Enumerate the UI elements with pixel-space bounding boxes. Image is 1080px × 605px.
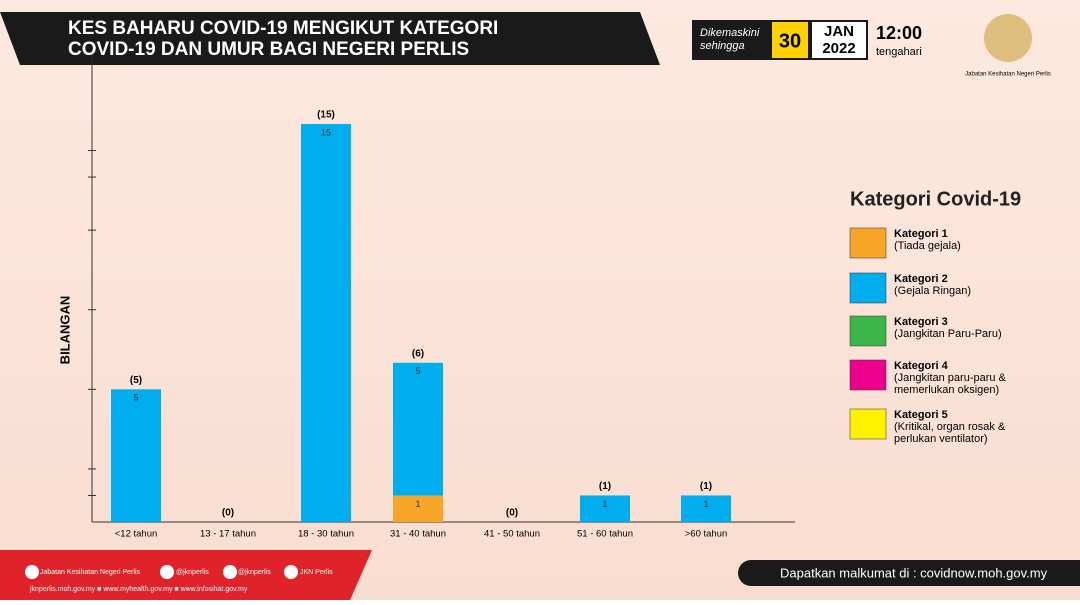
legend-name: Kategori 3 [894,316,948,328]
x-tick-label: 31 - 40 tahun [390,529,446,540]
bar-segment [681,495,731,522]
segment-label: 5 [415,366,420,376]
title-banner [0,12,660,65]
legend-swatch [849,227,887,259]
total-label: (1) [599,481,611,492]
legend-description: (Jangkitan paru-paru & memerlukan oksigen… [894,372,1007,396]
total-label: (15) [317,110,335,121]
time-label: tengahari [876,46,922,58]
legend-name: Kategori 4 [894,360,949,372]
legend-description-line: (Tiada gejala) [894,240,961,252]
legend-description: (Tiada gejala) [894,240,961,252]
info-bar [738,560,1080,586]
footer-social: @jknperlis [238,569,271,576]
segment-label: 1 [415,499,420,509]
legend-swatch [849,272,887,304]
logo [984,14,1032,62]
x-tick-label: <12 tahun [115,529,158,540]
icon [223,565,237,579]
bar-segment [393,362,443,496]
month-box [812,22,866,58]
icon [160,565,174,579]
footer-social: JKN Perlis [300,569,333,576]
icon [284,565,298,579]
day: 30 [779,30,801,52]
footer-social: @jknperlis [176,569,209,576]
y-label: BILANGAN [57,296,72,365]
legend-swatch [849,359,887,391]
legend-description: (Jangkitan Paru-Paru) [894,328,1002,340]
legend-description-line: (Jangkitan paru-paru & [894,372,1007,384]
bar-segment [111,389,161,522]
legend-description-line: memerlukan oksigen) [894,384,999,396]
legend-description-line: perlukan ventilator) [894,433,988,445]
x-tick-label: 13 - 17 tahun [200,529,256,540]
legend-name: Kategori 2 [894,273,948,285]
total-label: (5) [130,375,142,386]
updated-label: sehingga [700,40,745,52]
footer-social: Jabatan Kesihatan Negeri Perlis [40,569,141,576]
month: JAN [824,23,854,40]
legend-name: Kategori 5 [894,409,948,421]
segment-label: 15 [321,127,331,137]
legend-description-line: (Kritikal, organ rosak & [894,421,1006,433]
bar-segment [580,495,630,522]
legend-description-line: (Jangkitan Paru-Paru) [894,328,1002,340]
segment-label: 1 [703,499,708,509]
time: 12:00 [876,23,922,43]
legend-description: (Gejala Ringan) [894,285,971,297]
total-label: (6) [412,348,424,359]
legend-description-line: (Gejala Ringan) [894,285,971,297]
legend-name: Kategori 1 [894,228,948,240]
footer-banner [0,550,372,600]
total-label: (1) [700,481,712,492]
segment-label: 1 [602,499,607,509]
segment-label: 5 [133,393,138,403]
bar-segment [301,123,351,522]
legend-description: (Kritikal, organ rosak & perlukan ventila… [894,421,1006,445]
legend-swatch [849,408,887,440]
day-box [772,22,808,58]
x-tick-label: 18 - 30 tahun [298,529,354,540]
total-label: (0) [222,508,234,519]
title: COVID-19 DAN UMUR BAGI NEGERI PERLIS [68,39,469,60]
legend-swatch [849,315,887,347]
info: Dapatkan malkumat di : covidnow.moh.gov.… [780,565,1048,580]
year: 2022 [822,40,855,57]
updated-label: Dikemaskini [700,27,760,39]
footer-links: jknperlis.moh.gov.my ■ www.myhealth.gov.… [29,586,248,593]
bar-segment [393,495,443,522]
legend-title: Kategori Covid-19 [850,188,1021,210]
x-tick-label: 41 - 50 tahun [484,529,540,540]
x-tick-label: >60 tahun [685,529,728,540]
title: KES BAHARU COVID-19 MENGIKUT KATEGORI [68,18,498,39]
agency: Jabatan Kesihatan Negeri Perlis [965,72,1051,78]
total-label: (0) [506,508,518,519]
x-tick-label: 51 - 60 tahun [577,529,633,540]
icon [25,565,39,579]
